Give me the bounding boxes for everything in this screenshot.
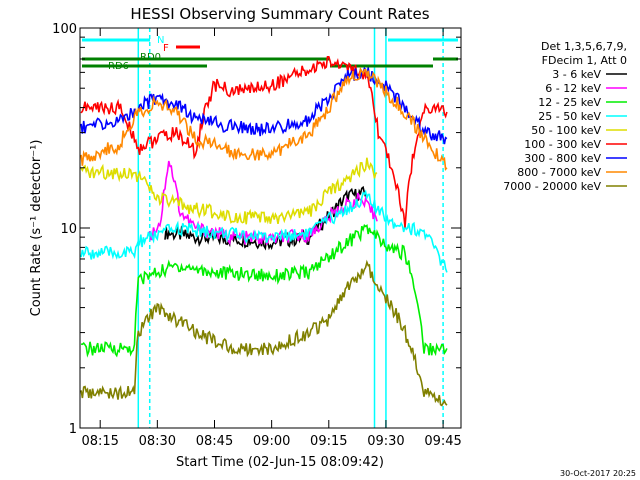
legend-label: 7000 - 20000 keV <box>503 180 601 193</box>
series-line <box>80 259 448 407</box>
legend-label: 12 - 25 keV <box>538 96 601 109</box>
x-tick-label: 09:45 <box>424 434 461 449</box>
x-tick-label: 08:15 <box>81 434 118 449</box>
series-line <box>80 224 448 358</box>
legend-label: 25 - 50 keV <box>538 110 601 123</box>
x-tick-label: 08:30 <box>139 434 176 449</box>
series-line <box>80 66 448 172</box>
footer-date: 30-Oct-2017 20:25 <box>560 469 636 478</box>
legend-label: 800 - 7000 keV <box>517 166 601 179</box>
legend-label: 6 - 12 keV <box>545 82 601 95</box>
series-line <box>80 189 448 273</box>
legend-label: 3 - 6 keV <box>552 68 601 81</box>
flag-label: RD0 <box>140 52 161 63</box>
series-layer <box>80 55 448 407</box>
series-line <box>80 66 448 145</box>
plot-area <box>137 28 444 428</box>
legend-header: Det 1,3,5,6,7,9, <box>541 40 627 53</box>
flag-label: F <box>163 43 169 54</box>
x-tick-label: 09:00 <box>253 434 290 449</box>
series-line <box>80 55 448 228</box>
y-tick-label: 10 <box>60 222 77 237</box>
flag-label: RD6 <box>108 61 129 72</box>
legend-label: 100 - 300 keV <box>524 138 601 151</box>
series-line <box>80 157 378 225</box>
legend: Det 1,3,5,6,7,9,FDecim 1, Att 03 - 6 keV… <box>503 40 627 193</box>
x-tick-label: 09:15 <box>310 434 347 449</box>
flag-label: N <box>157 35 164 46</box>
legend-header: FDecim 1, Att 0 <box>542 54 627 67</box>
series-line <box>164 185 367 251</box>
legend-label: 300 - 800 keV <box>524 152 601 165</box>
legend-label: 50 - 100 keV <box>531 124 601 137</box>
chart-title: HESSI Observing Summary Count Rates <box>130 5 429 23</box>
x-axis-label: Start Time (02-Jun-15 08:09:42) <box>176 455 384 470</box>
axes: 08:15 08:30 08:45 09:00 09:15 09:30 09:45 1 10 10… <box>52 22 462 449</box>
y-tick-label: 1 <box>69 422 77 437</box>
x-tick-label: 08:45 <box>196 434 233 449</box>
y-axis-label: Count Rate (s⁻¹ detector⁻¹) <box>29 140 44 317</box>
y-tick-label: 100 <box>52 22 77 37</box>
x-tick-label: 09:30 <box>367 434 404 449</box>
